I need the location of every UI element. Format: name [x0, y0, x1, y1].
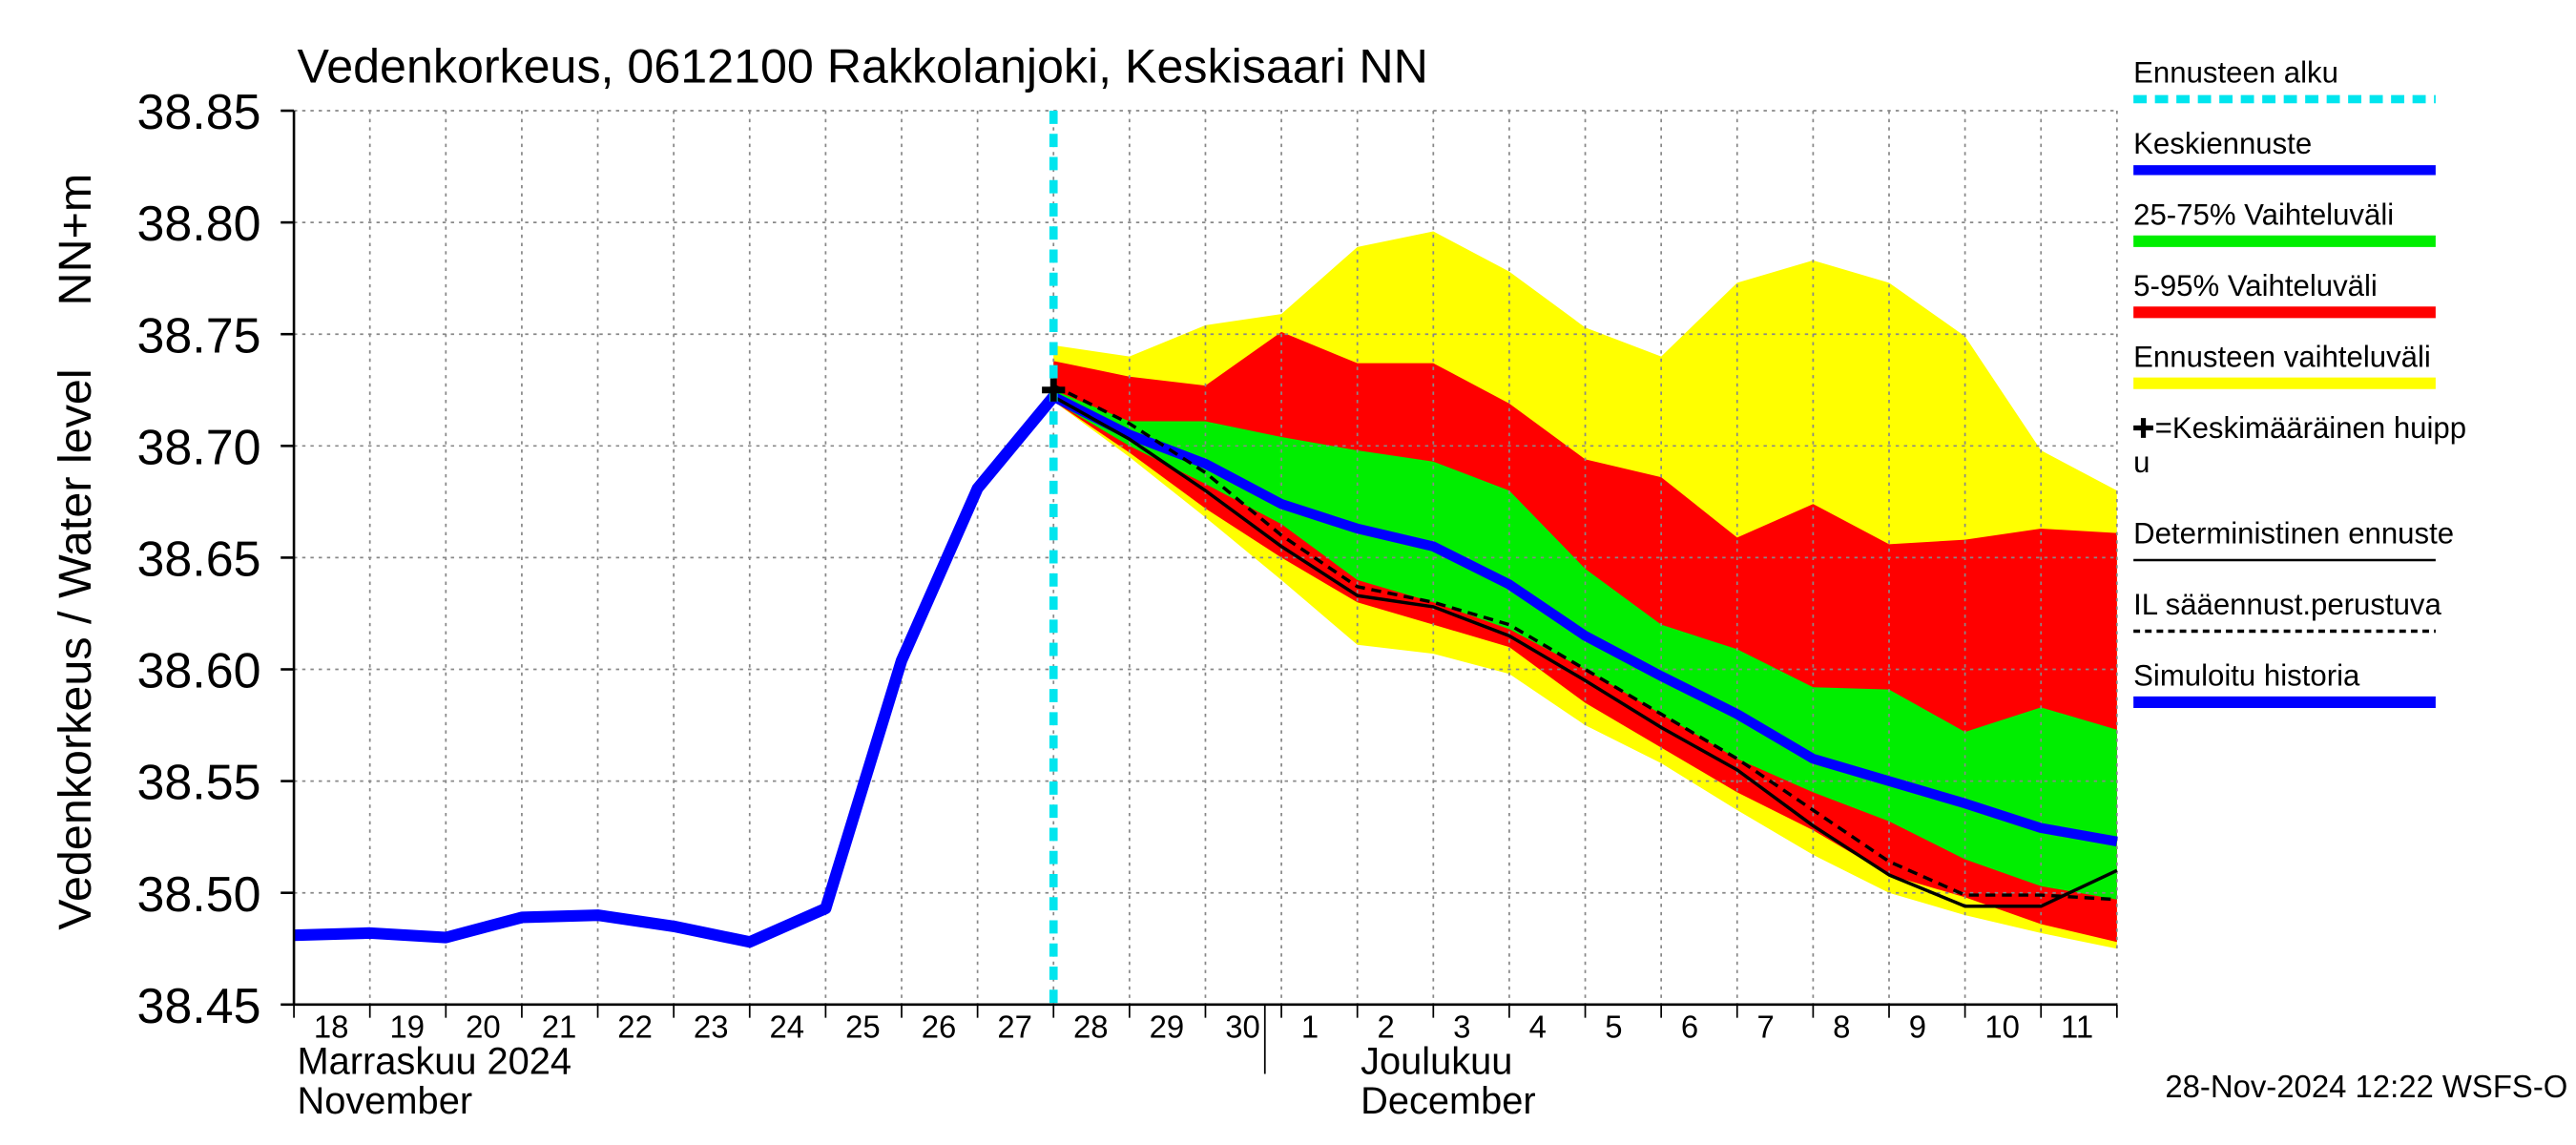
legend-label: u [2133, 446, 2150, 479]
month-label: Marraskuu 2024 [298, 1041, 572, 1083]
x-tick-label: 10 [1984, 1009, 2020, 1044]
legend-label: IL sääennust.perustuva [2133, 588, 2441, 621]
y-axis-label: Vedenkorkeus / Water level [50, 368, 101, 929]
legend-label: =Keskimääräinen huipp [2155, 411, 2466, 445]
y-tick-label: 38.50 [137, 867, 261, 923]
month-label: November [298, 1080, 473, 1122]
legend-label: Deterministinen ennuste [2133, 517, 2454, 551]
y-tick-label: 38.70 [137, 420, 261, 475]
legend-label: 5-95% Vaihteluväli [2133, 269, 2378, 302]
y-tick-label: 38.55 [137, 756, 261, 811]
x-tick-label: 26 [922, 1009, 957, 1044]
x-tick-label: 20 [466, 1009, 501, 1044]
x-tick-label: 2 [1377, 1009, 1394, 1044]
x-tick-label: 27 [997, 1009, 1032, 1044]
x-tick-label: 4 [1529, 1009, 1547, 1044]
legend-label: Ennusteen alku [2133, 56, 2338, 90]
x-tick-label: 29 [1150, 1009, 1185, 1044]
x-tick-label: 11 [2061, 1009, 2093, 1044]
x-tick-label: 24 [770, 1009, 805, 1044]
series-line [1050, 392, 2118, 846]
y-tick-label: 38.85 [137, 85, 261, 140]
y-tick-label: 38.45 [137, 979, 261, 1034]
series-line [1052, 384, 2117, 902]
legend-label: Keskiennuste [2133, 127, 2312, 160]
x-tick-label: 22 [617, 1009, 653, 1044]
y-tick-label: 38.65 [137, 531, 261, 587]
y-tick-label: 38.60 [137, 644, 261, 699]
x-tick-label: 6 [1681, 1009, 1698, 1044]
x-tick-label: 21 [542, 1009, 577, 1044]
x-tick-label: 18 [314, 1009, 349, 1044]
x-tick-label: 28 [1073, 1009, 1109, 1044]
x-tick-label: 8 [1833, 1009, 1850, 1044]
x-tick-label: 5 [1605, 1009, 1622, 1044]
x-tick-label: 23 [694, 1009, 729, 1044]
legend-peak-icon [2133, 418, 2153, 438]
x-tick-label: 30 [1225, 1009, 1260, 1044]
month-label: Joulukuu [1361, 1041, 1512, 1083]
legend-label: 25-75% Vaihteluväli [2133, 198, 2394, 231]
footer: 28-Nov-2024 12:22 WSFS-O [2165, 1069, 2567, 1104]
peak-marker [1042, 378, 1066, 402]
legend-label: Simuloitu historia [2133, 659, 2360, 693]
y-axis-unit: NN+m [50, 174, 101, 306]
x-tick-label: 19 [389, 1009, 425, 1044]
x-tick-label: 1 [1301, 1009, 1319, 1044]
legend-label: Ennusteen vaihteluväli [2133, 340, 2431, 373]
x-tick-label: 3 [1453, 1009, 1470, 1044]
x-tick-label: 7 [1757, 1009, 1775, 1044]
month-label: December [1361, 1080, 1536, 1122]
x-tick-label: 25 [845, 1009, 881, 1044]
x-tick-label: 9 [1909, 1009, 1926, 1044]
chart-title: Vedenkorkeus, 0612100 Rakkolanjoki, Kesk… [298, 40, 1428, 94]
y-tick-label: 38.80 [137, 197, 261, 252]
series-line [293, 392, 1058, 948]
series-line [1052, 395, 2118, 908]
y-tick-label: 38.75 [137, 308, 261, 364]
